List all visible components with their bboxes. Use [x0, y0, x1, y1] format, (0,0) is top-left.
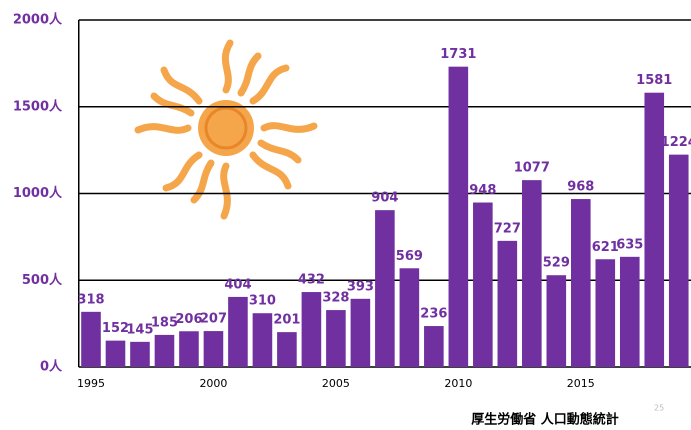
x-tick-label: 2000: [199, 377, 227, 390]
value-label: 432: [298, 273, 325, 288]
page-number: 25: [654, 404, 664, 413]
bar: [644, 93, 664, 367]
bar: [106, 341, 126, 367]
value-label: 1224: [661, 135, 691, 150]
sun-decoration: [138, 43, 314, 216]
bar: [620, 257, 640, 367]
y-tick-label: 1500人: [13, 98, 63, 114]
value-label: 948: [469, 183, 496, 198]
y-tick-label: 0人: [40, 359, 63, 375]
bar: [351, 299, 371, 367]
value-label: 328: [322, 291, 349, 306]
value-label: 621: [592, 240, 619, 255]
page: {"chart_data": {"type": "bar", "x": [199…: [0, 0, 691, 430]
bar: [375, 210, 395, 367]
bar: [155, 335, 175, 367]
value-label: 529: [543, 256, 570, 271]
y-tick-label: 500人: [22, 272, 63, 288]
x-tick-label: 2010: [444, 377, 472, 390]
value-label: 1731: [440, 47, 476, 62]
bar: [571, 199, 591, 367]
source: 厚生労働省 人口動態統計: [471, 412, 619, 428]
value-label: 569: [396, 249, 423, 264]
bar: [473, 203, 493, 367]
bar: [449, 67, 469, 367]
value-label: 201: [273, 313, 300, 328]
bar: [302, 292, 322, 367]
bar: [522, 180, 542, 367]
bar: [498, 241, 518, 367]
value-label: 310: [249, 294, 276, 309]
bar: [130, 342, 150, 367]
value-label: 393: [347, 279, 374, 294]
bar: [595, 259, 615, 367]
value-label: 727: [494, 221, 521, 236]
bar: [326, 310, 346, 367]
bar: [547, 275, 567, 367]
bar: [669, 155, 689, 367]
bar: [424, 326, 444, 367]
y-tick-label: 1000人: [13, 185, 63, 201]
value-label: 207: [200, 312, 227, 327]
value-label: 185: [151, 315, 178, 330]
value-label: 904: [371, 191, 398, 206]
value-label: 635: [616, 237, 643, 252]
bar: [253, 313, 273, 367]
value-label: 145: [126, 322, 153, 337]
value-label: 1581: [636, 73, 672, 88]
bar: [400, 268, 420, 367]
bar: [204, 331, 224, 367]
chart: 厚生労働省 人口動態統計 25 0人 500人 1000人 1500人 2000人 199…: [0, 0, 691, 430]
value-label: 206: [175, 312, 202, 327]
x-tick-label: 2005: [322, 377, 350, 390]
bar: [228, 297, 248, 367]
bar: [277, 332, 297, 367]
bar: [81, 312, 101, 367]
bar: [179, 331, 199, 367]
value-label: 404: [224, 277, 251, 292]
value-label: 318: [77, 292, 104, 307]
x-tick-label: 2015: [567, 377, 595, 390]
y-tick-label: 2000人: [13, 12, 63, 28]
value-label: 1077: [514, 161, 550, 176]
value-label: 968: [567, 180, 594, 195]
x-tick-label: 1995: [77, 377, 105, 390]
value-label: 236: [420, 307, 447, 322]
value-label: 152: [102, 321, 129, 336]
